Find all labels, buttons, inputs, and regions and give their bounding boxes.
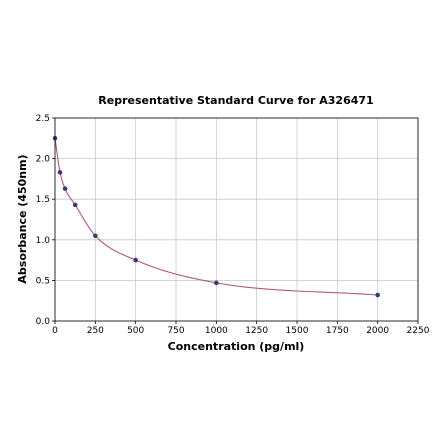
y-tick-label: 1.5: [36, 195, 50, 205]
x-tick-label: 2250: [407, 326, 430, 336]
y-tick-label: 0.0: [36, 317, 51, 327]
x-tick-label: 1750: [326, 326, 349, 336]
data-points: [52, 136, 380, 298]
data-point: [57, 170, 63, 175]
y-axis-label: Absorbance (450nm): [16, 154, 29, 283]
data-point: [214, 280, 219, 286]
x-tick-label: 2000: [366, 326, 389, 336]
x-tick-label: 750: [167, 326, 184, 336]
fit-curve: [54, 138, 378, 296]
y-tick-label: 0.5: [36, 276, 50, 286]
grid-lines: [54, 117, 419, 322]
y-tick-label: 2.0: [36, 155, 51, 165]
x-tick-label: 1250: [245, 326, 268, 336]
data-point: [62, 186, 68, 191]
chart-title: Representative Standard Curve for A32647…: [98, 94, 373, 107]
x-tick-label: 500: [127, 326, 144, 336]
x-tick-label: 1000: [205, 326, 228, 336]
data-point: [93, 233, 98, 239]
x-tick-label: 250: [87, 326, 104, 336]
x-tick-label: 0: [52, 326, 58, 336]
data-point: [133, 257, 138, 263]
x-tick-label: 1500: [286, 326, 309, 336]
fit-curve-layer: [54, 138, 378, 296]
axis-ticks: 0 250 500 750 1000 1250 1500 1750 2000 2250 0.0 0.5…: [36, 114, 430, 336]
x-axis-label: Concentration (pg/ml): [168, 340, 305, 353]
y-tick-label: 2.5: [36, 114, 50, 124]
data-point: [375, 292, 380, 298]
data-point: [72, 202, 78, 208]
y-tick-label: 1.0: [36, 236, 51, 246]
plot-frame: [54, 117, 419, 322]
